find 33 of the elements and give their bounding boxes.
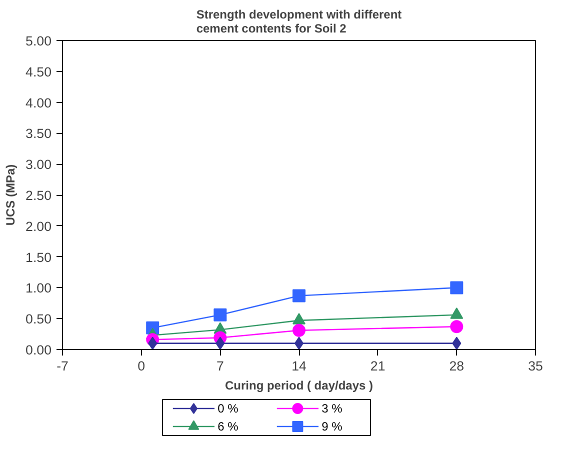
chart-title: Strength development with different cement contents for Soil 2 [196,8,402,36]
y-tick-label: 3.00 [26,157,52,172]
y-tick-label: 1.50 [26,250,52,265]
point [450,320,464,334]
x-axis-title: Curing period ( day/days ) [224,378,374,392]
point [452,336,462,350]
point [292,324,306,337]
point [292,289,306,302]
x-tick-label: 21 [370,358,386,374]
y-tick-label: 5.00 [26,34,52,48]
y-tick-label: 0.50 [26,312,52,327]
y-tick-label: 2.00 [26,218,52,234]
x-tick-label: 0 [138,358,146,374]
x-tick-label: -7 [56,358,68,374]
y-axis-title: UCS (MPa) [4,164,18,226]
y-tick-label: 2.50 [26,188,52,203]
point [214,308,227,322]
y-tick-label: 1.00 [26,280,52,296]
point [216,336,225,350]
legend-label: 9 % [322,420,343,434]
x-tick-label: 7 [216,358,224,374]
legend-label: 6 % [218,420,239,434]
y-tick-label: 4.50 [26,64,52,80]
x-tick-label: 28 [449,358,464,374]
legend-label: 3 % [322,402,343,416]
y-tick-label: 0.00 [26,342,52,358]
point [450,281,464,294]
x-tick-label: 35 [528,358,543,374]
y-tick-label: 4.00 [26,95,52,110]
legend-label: 0 % [218,402,239,416]
x-tick-label: 14 [292,358,307,374]
point [148,336,158,350]
y-tick-label: 3.50 [26,126,52,142]
